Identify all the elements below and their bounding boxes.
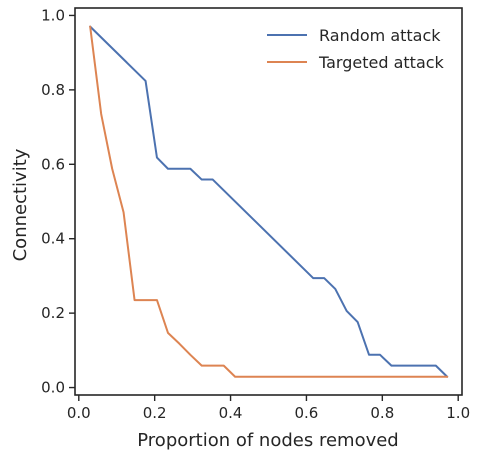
y-tick-label: 0.2 bbox=[41, 304, 65, 322]
y-axis-ticks: 0.0 0.2 0.4 0.6 0.8 1.0 bbox=[41, 6, 75, 397]
legend: Random attack Targeted attack bbox=[267, 26, 445, 72]
x-tick-label: 0.4 bbox=[219, 404, 243, 422]
legend-label-1: Targeted attack bbox=[318, 53, 445, 72]
x-tick-label: 0.2 bbox=[143, 404, 167, 422]
x-tick-label: 1.0 bbox=[446, 404, 470, 422]
y-tick-label: 1.0 bbox=[41, 6, 65, 24]
series-line-0 bbox=[89, 25, 449, 378]
y-axis-label: Connectivity bbox=[10, 148, 31, 261]
series-line-1 bbox=[89, 25, 449, 378]
y-tick-label: 0.0 bbox=[41, 379, 65, 397]
y-tick-label: 0.4 bbox=[41, 230, 65, 248]
x-tick-label: 0.0 bbox=[67, 404, 91, 422]
legend-label-0: Random attack bbox=[319, 26, 441, 45]
series-layer bbox=[89, 25, 449, 378]
x-axis-label: Proportion of nodes removed bbox=[137, 430, 398, 451]
x-tick-label: 0.6 bbox=[295, 404, 319, 422]
x-axis-ticks: 0.0 0.2 0.4 0.6 0.8 1.0 bbox=[67, 395, 470, 422]
y-tick-label: 0.6 bbox=[41, 155, 65, 173]
y-tick-label: 0.8 bbox=[41, 81, 65, 99]
x-tick-label: 0.8 bbox=[370, 404, 394, 422]
plot-frame bbox=[74, 7, 463, 396]
